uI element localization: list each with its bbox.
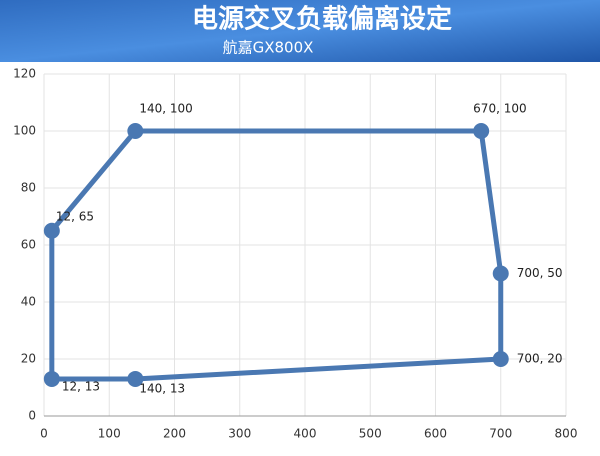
data-label: 12, 13	[62, 379, 100, 393]
data-point	[43, 222, 60, 239]
data-point	[127, 370, 144, 387]
data-line	[49, 128, 504, 382]
data-point	[473, 123, 490, 139]
y-tick-label: 80	[21, 181, 36, 195]
y-tick-label: 120	[13, 67, 36, 81]
x-tick-label: 100	[98, 427, 121, 441]
data-label: 670, 100	[473, 102, 526, 116]
x-tick-label: 500	[359, 427, 382, 441]
data-label: 140, 100	[139, 102, 192, 116]
data-label: 140, 13	[139, 381, 185, 395]
x-tick-label: 200	[163, 427, 186, 441]
data-label: 12, 65	[56, 209, 94, 223]
x-tick-label: 400	[294, 427, 317, 441]
x-tick-label: 600	[424, 427, 447, 441]
y-tick-label: 100	[13, 124, 36, 138]
x-tick-label: 800	[555, 427, 578, 441]
chart-subtitle: 航嘉GX800X	[223, 39, 314, 57]
x-tick-label: 300	[228, 427, 251, 441]
x-tick-label: 700	[489, 427, 512, 441]
y-tick-label: 40	[21, 295, 36, 309]
y-tick-label: 0	[28, 409, 36, 423]
data-label: 700, 20	[517, 352, 563, 366]
data-point	[127, 123, 144, 139]
data-point	[43, 370, 60, 387]
x-tick-label: 0	[40, 427, 48, 441]
header-banner	[0, 0, 600, 62]
y-tick-label: 60	[21, 238, 36, 252]
data-label: 700, 50	[517, 266, 563, 280]
y-tick-label: 20	[21, 352, 36, 366]
data-point	[492, 265, 509, 282]
data-point	[492, 351, 509, 367]
chart-title: 电源交叉负载偏离设定	[192, 4, 452, 35]
